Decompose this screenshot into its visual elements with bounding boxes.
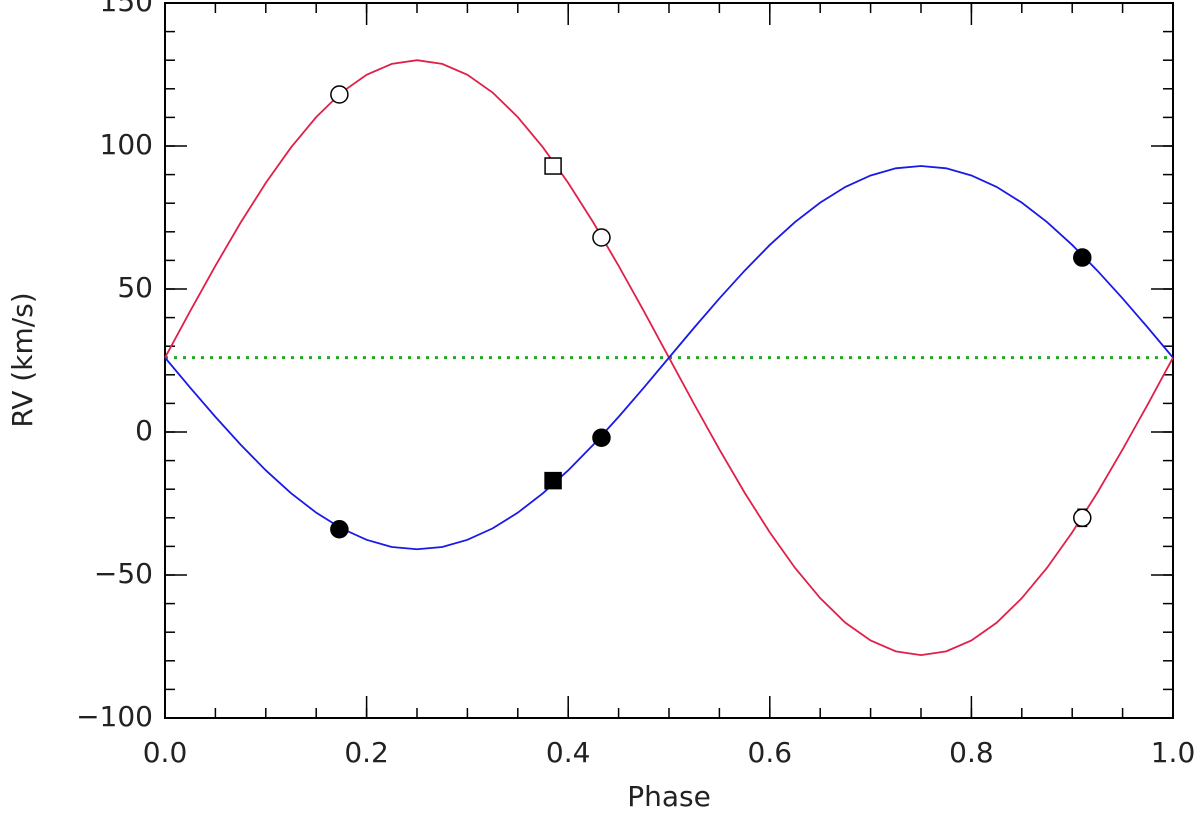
x-tick-label: 0.4 bbox=[546, 736, 591, 769]
plot-frame bbox=[164, 2, 1174, 719]
data-point bbox=[592, 228, 611, 247]
y-axis-title: RV (km/s) bbox=[6, 292, 39, 427]
y-tick-label: −100 bbox=[76, 700, 153, 733]
x-tick-label: 0.0 bbox=[143, 736, 188, 769]
data-point bbox=[544, 471, 562, 490]
x-tick-label: 1.0 bbox=[1151, 736, 1196, 769]
data-point bbox=[544, 157, 562, 175]
data-point bbox=[330, 85, 349, 104]
x-axis-title: Phase bbox=[627, 780, 711, 813]
x-tick-label: 0.6 bbox=[748, 736, 793, 769]
data-point bbox=[330, 519, 349, 539]
data-point bbox=[1073, 508, 1092, 528]
y-tick-label: 0 bbox=[135, 414, 153, 447]
x-tick-label: 0.8 bbox=[949, 736, 994, 769]
y-tick-label: 100 bbox=[100, 128, 153, 161]
data-point bbox=[1073, 248, 1092, 267]
x-tick-label: 0.2 bbox=[344, 736, 389, 769]
y-tick-label: −50 bbox=[94, 557, 153, 590]
data-point bbox=[592, 428, 611, 447]
y-tick-label: 50 bbox=[117, 271, 153, 304]
y-tick-label: 150 bbox=[100, 0, 153, 18]
